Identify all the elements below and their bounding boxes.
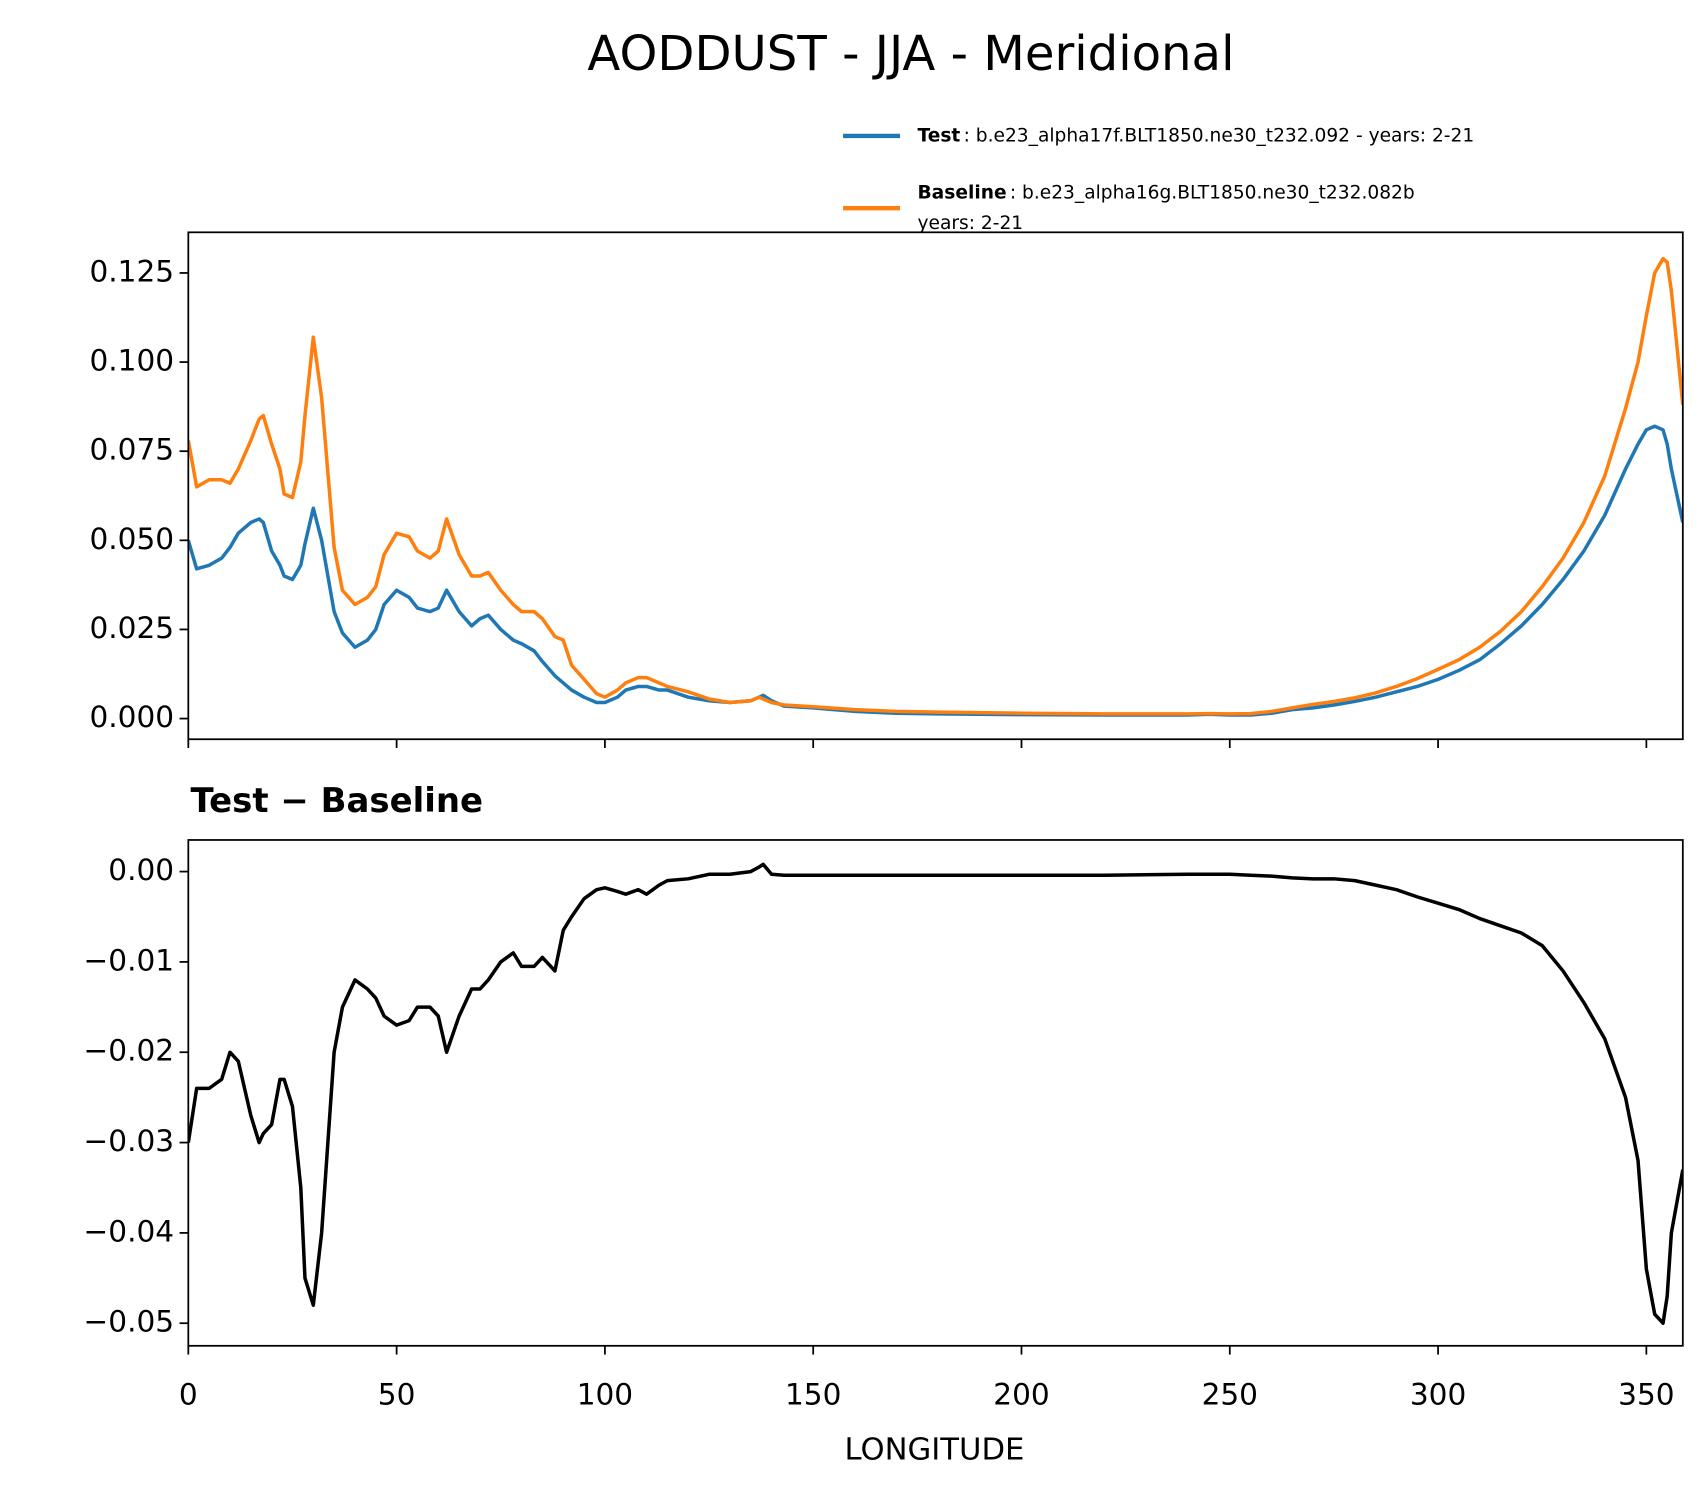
y-tick-label: 0.000 [89,700,174,734]
y-tick-label: 0.100 [89,344,174,378]
legend-name: Baseline [918,182,1007,203]
subplot-title: Test − Baseline [191,781,484,821]
y-tick-label: −0.02 [84,1034,175,1068]
y-tick-label: −0.04 [84,1214,175,1248]
data-line [188,256,1683,716]
data-line [188,862,1683,1325]
y-tick-label: 0.050 [89,522,174,556]
legend-detail: years: 2-21 [918,213,1024,234]
x-tick-label: 300 [1410,1378,1466,1412]
y-tick-label: 0.025 [89,611,174,645]
y-tick-label: 0.075 [89,433,174,467]
y-tick-label: −0.05 [84,1305,175,1339]
axes-frame [187,839,1684,1347]
x-tick-label: 200 [993,1378,1049,1412]
data-line [188,424,1683,717]
x-tick-label: 50 [378,1378,416,1412]
axes-frame [187,231,1684,741]
x-tick-label: 150 [785,1378,841,1412]
x-tick-label: 100 [577,1378,633,1412]
y-tick-label: −0.01 [84,943,175,977]
legend-detail: : b.e23_alpha16g.BLT1850.ne30_t232.082b [1010,182,1415,203]
y-tick-label: 0.125 [89,254,174,288]
chart-title: AODDUST - JJA - Meridional [587,26,1234,82]
y-tick-label: 0.00 [108,853,174,887]
x-tick-label: 350 [1618,1378,1674,1412]
y-tick-label: −0.03 [84,1124,175,1158]
x-tick-label: 0 [179,1378,198,1412]
x-axis-label: LONGITUDE [845,1432,1025,1467]
x-tick-label: 250 [1202,1378,1258,1412]
legend-name: Test [918,125,961,146]
legend-detail: : b.e23_alpha17f.BLT1850.ne30_t232.092 -… [964,125,1475,146]
